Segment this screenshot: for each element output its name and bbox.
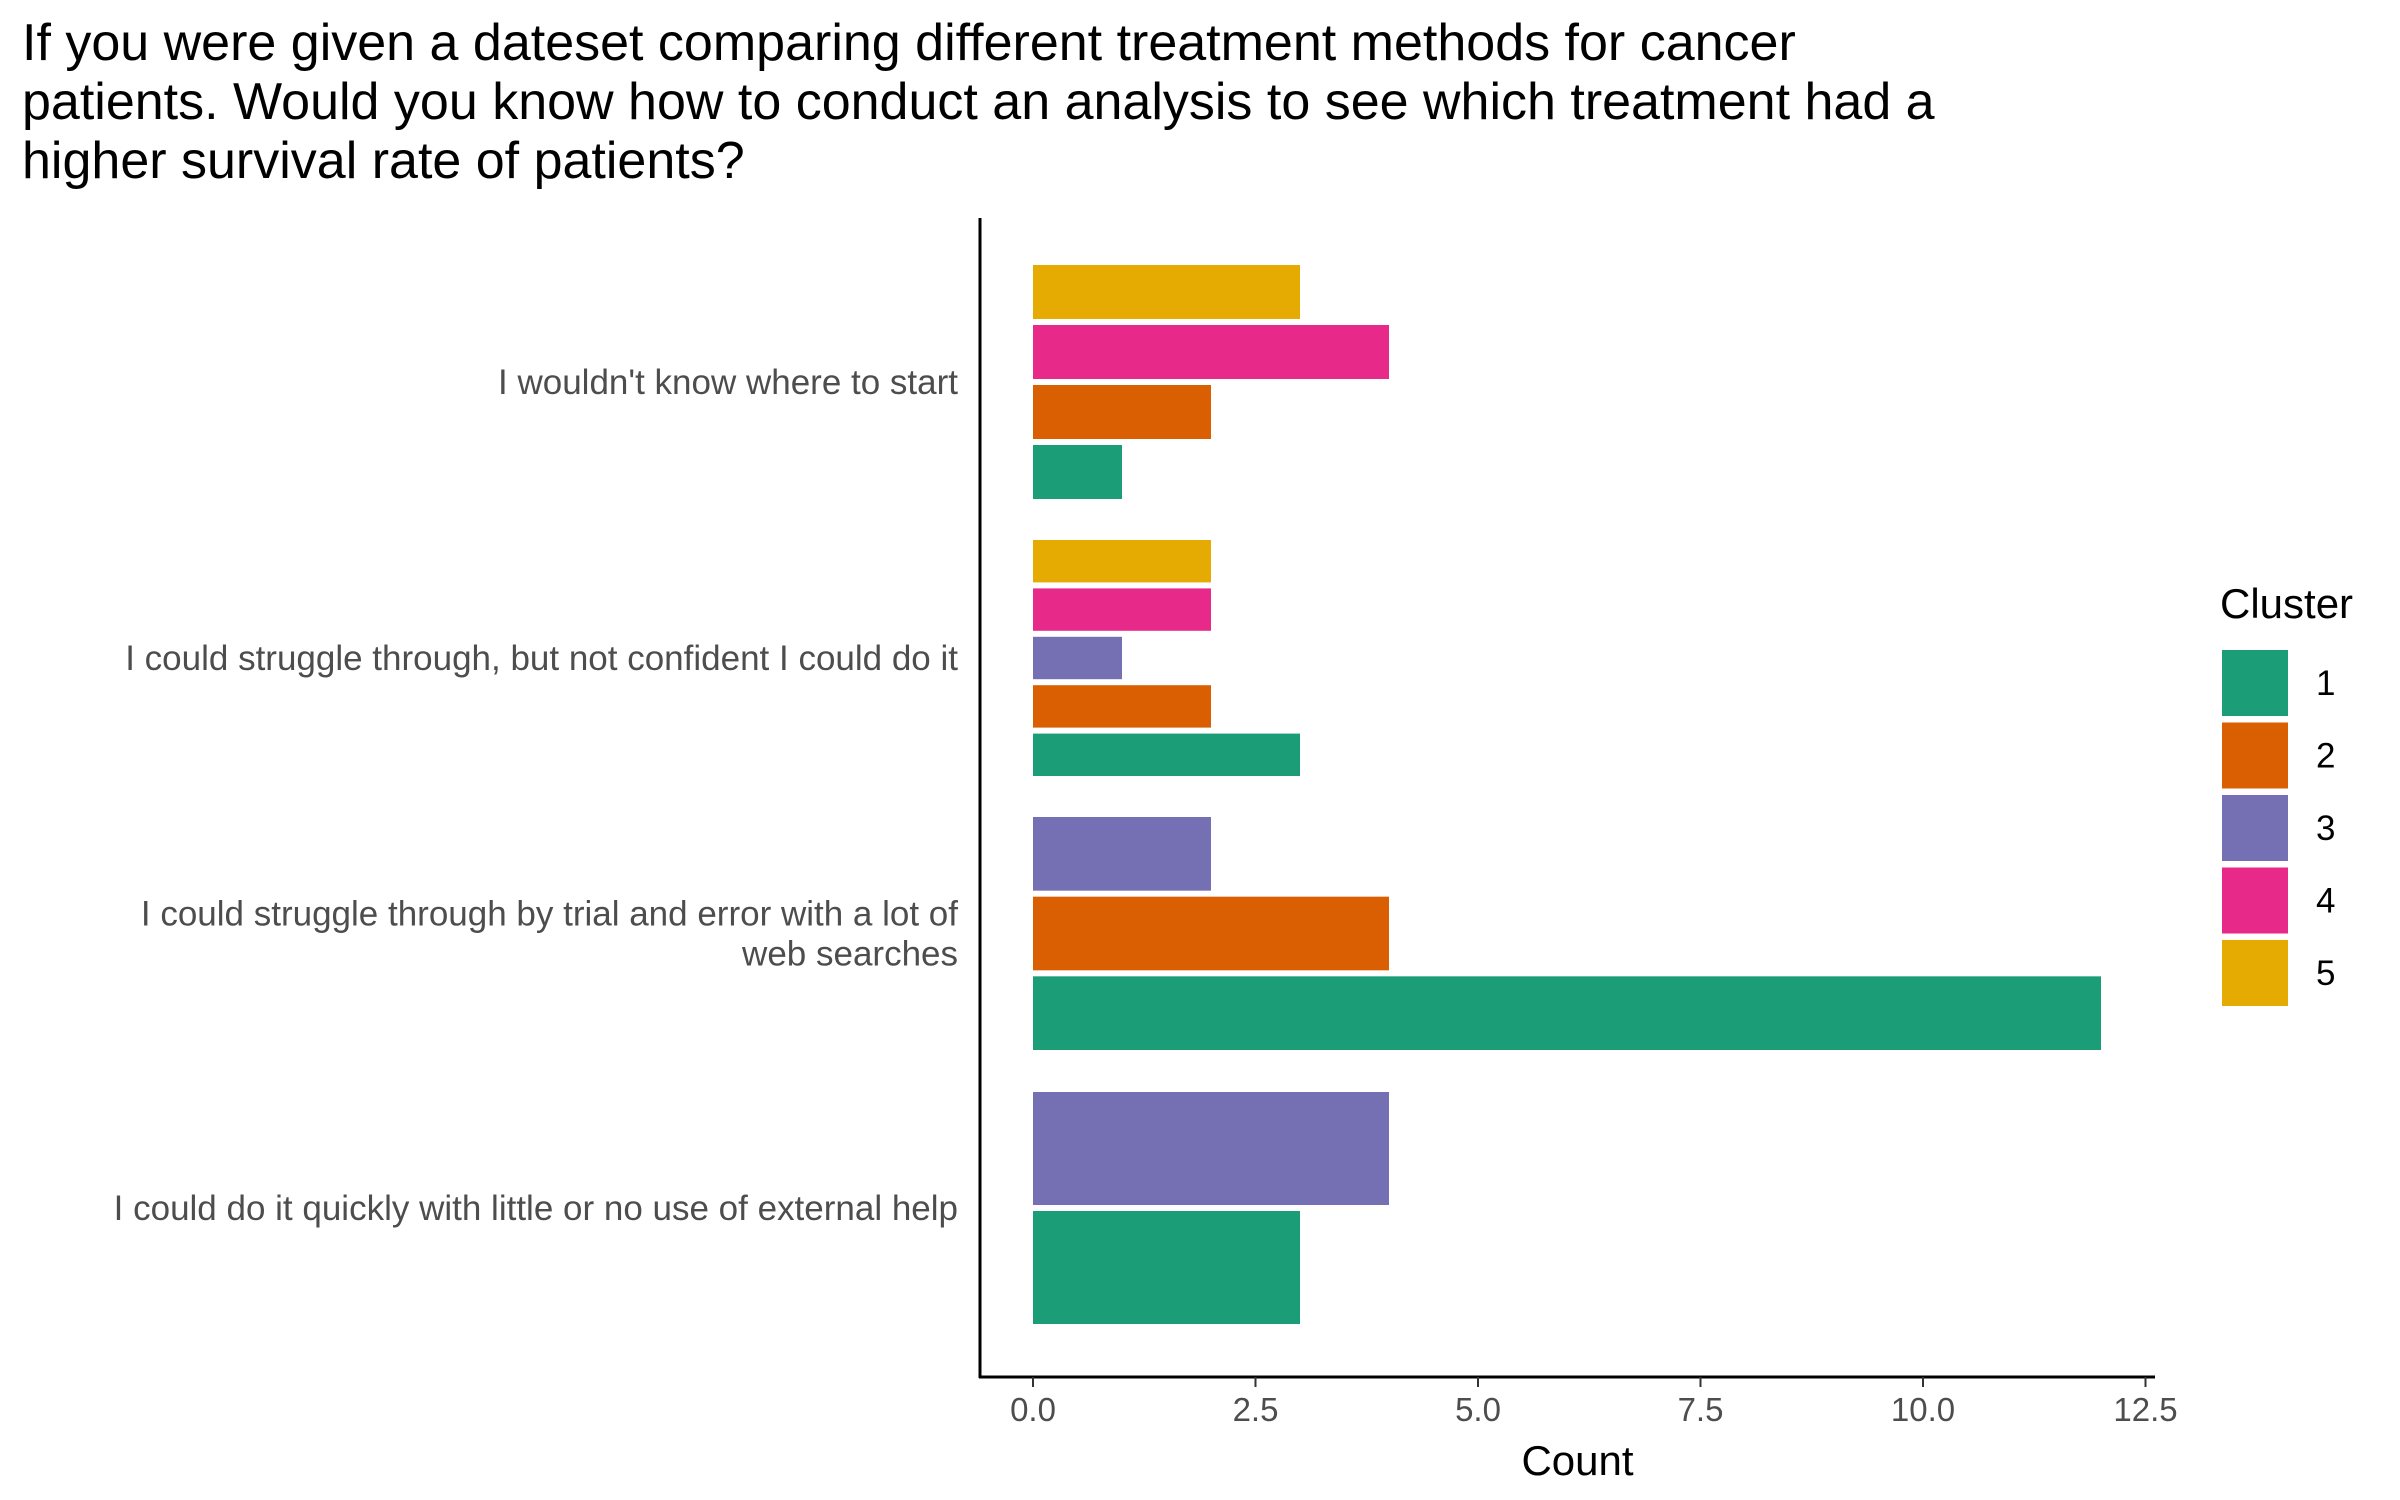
legend: Cluster 1 2 3 4 5	[2220, 580, 2353, 1006]
bar-cat3-cluster-3	[1033, 817, 1211, 891]
legend-swatch-cluster-3	[2222, 795, 2288, 861]
category-label-4-line-1: I could do it quickly with little or no …	[114, 1189, 958, 1228]
legend-swatch-cluster-4	[2222, 867, 2288, 934]
bar-cat1-cluster-5	[1033, 265, 1300, 319]
legend-label-cluster-3: 3	[2316, 809, 2335, 848]
x-tick-label: 10.0	[1891, 1391, 1955, 1428]
legend-label-cluster-1: 1	[2316, 664, 2335, 703]
x-tick-label: 5.0	[1455, 1391, 1501, 1428]
bar-cat1-cluster-2	[1033, 385, 1211, 439]
legend-swatch-cluster-1	[2222, 650, 2288, 716]
category-label-3-line-1: I could struggle through by trial and er…	[141, 895, 958, 934]
legend-label-cluster-2: 2	[2316, 737, 2335, 776]
chart-title: If you were given a dateset comparing di…	[22, 14, 1935, 190]
bar-cat2-cluster-2	[1033, 685, 1211, 728]
chart-title-line-2: patients. Would you know how to conduct …	[22, 73, 1935, 131]
x-tick-label: 2.5	[1233, 1391, 1279, 1428]
category-labels: I wouldn't know where to start I could st…	[114, 363, 959, 1228]
plot-bars	[1033, 265, 2101, 1324]
chart-title-line-3: higher survival rate of patients?	[22, 132, 745, 190]
legend-swatch-cluster-2	[2222, 722, 2288, 789]
category-label-1-line-1: I wouldn't know where to start	[498, 363, 958, 402]
bar-cat4-cluster-1	[1033, 1211, 1300, 1324]
bar-cat2-cluster-4	[1033, 588, 1211, 631]
chart-title-line-1: If you were given a dateset comparing di…	[22, 14, 1796, 72]
category-label-3-line-2: web searches	[741, 935, 958, 974]
bar-cat1-cluster-4	[1033, 325, 1389, 379]
category-label-2-line-1: I could struggle through, but not confid…	[125, 639, 958, 678]
legend-label-cluster-4: 4	[2316, 882, 2335, 921]
x-tick-label: 12.5	[2113, 1391, 2177, 1428]
x-axis-ticks: 0.0 2.5 5.0 7.5 10.0 12.5	[1010, 1377, 2178, 1428]
bar-cat4-cluster-3	[1033, 1092, 1389, 1205]
x-tick-label: 7.5	[1678, 1391, 1724, 1428]
bar-cat3-cluster-2	[1033, 896, 1389, 971]
bar-cat2-cluster-3	[1033, 636, 1122, 680]
bar-cat2-cluster-5	[1033, 540, 1211, 583]
x-axis-title: Count	[1521, 1437, 1633, 1484]
bar-cat3-cluster-1	[1033, 976, 2101, 1050]
legend-swatch-cluster-5	[2222, 940, 2288, 1006]
bar-cat2-cluster-1	[1033, 733, 1300, 776]
bar-cat1-cluster-1	[1033, 445, 1122, 499]
x-tick-label: 0.0	[1010, 1391, 1056, 1428]
legend-title: Cluster	[2220, 580, 2353, 627]
legend-label-cluster-5: 5	[2316, 954, 2335, 993]
